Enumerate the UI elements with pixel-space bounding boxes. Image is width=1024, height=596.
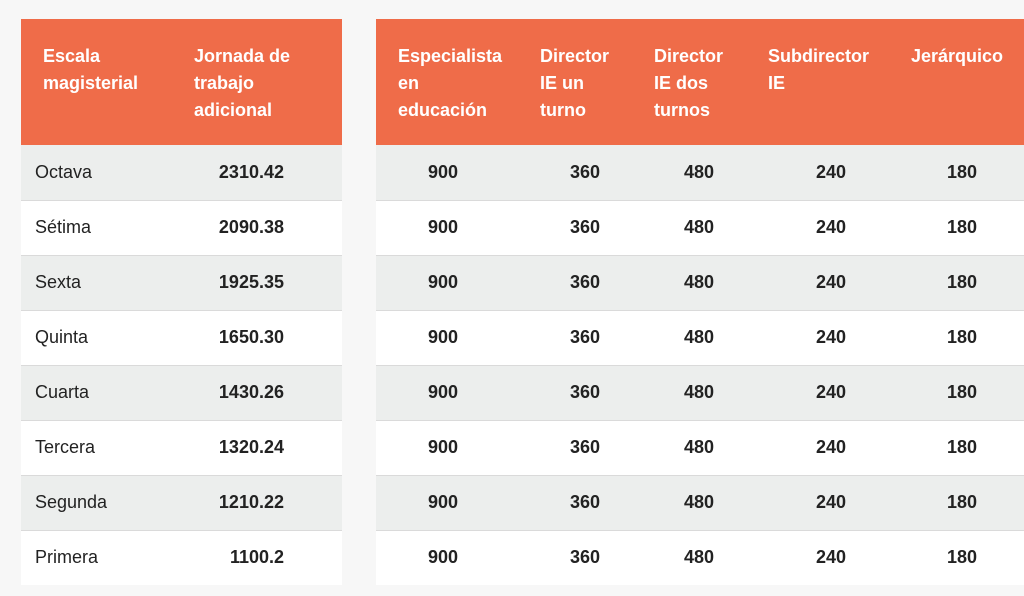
director-dos-turnos-cell: 480 <box>632 365 746 421</box>
table-row: 900 360 480 240 180 <box>376 365 1024 421</box>
director-dos-turnos-cell: 480 <box>632 200 746 256</box>
jerarquico-cell: 180 <box>889 475 1024 531</box>
director-un-turno-cell: 360 <box>518 365 632 421</box>
table-row: 900 360 480 240 180 <box>376 145 1024 201</box>
subdirector-cell: 240 <box>746 475 889 531</box>
jerarquico-cell: 180 <box>889 365 1024 421</box>
especialista-cell: 900 <box>376 310 518 366</box>
jerarquico-cell: 180 <box>889 255 1024 311</box>
jornada-cell: 2090.38 <box>172 200 342 256</box>
header-director-dos-turnos: Director IE dos turnos <box>632 19 746 145</box>
escala-cell: Primera <box>21 530 172 585</box>
director-un-turno-cell: 360 <box>518 530 632 585</box>
director-dos-turnos-cell: 480 <box>632 145 746 201</box>
jerarquico-cell: 180 <box>889 530 1024 585</box>
header-jerarquico: Jerárquico <box>889 19 1024 145</box>
table-row: 900 360 480 240 180 <box>376 310 1024 366</box>
cargo-table: Especialista en educación Director IE un… <box>376 19 1024 585</box>
especialista-cell: 900 <box>376 420 518 476</box>
table-row: Sétima 2090.38 <box>21 200 342 256</box>
header-row: Especialista en educación Director IE un… <box>376 19 1024 145</box>
table-row: Octava 2310.42 <box>21 145 342 201</box>
table-row: Tercera 1320.24 <box>21 420 342 476</box>
subdirector-cell: 240 <box>746 200 889 256</box>
table-row: 900 360 480 240 180 <box>376 200 1024 256</box>
header-especialista: Especialista en educación <box>376 19 518 145</box>
director-dos-turnos-cell: 480 <box>632 530 746 585</box>
jornada-cell: 1650.30 <box>172 310 342 366</box>
especialista-cell: 900 <box>376 475 518 531</box>
subdirector-cell: 240 <box>746 255 889 311</box>
table-row: 900 360 480 240 180 <box>376 530 1024 585</box>
director-dos-turnos-cell: 480 <box>632 475 746 531</box>
subdirector-cell: 240 <box>746 420 889 476</box>
director-un-turno-cell: 360 <box>518 200 632 256</box>
especialista-cell: 900 <box>376 200 518 256</box>
header-row: Escala magisterial Jornada de trabajo ad… <box>21 19 342 145</box>
director-un-turno-cell: 360 <box>518 255 632 311</box>
escala-cell: Octava <box>21 145 172 201</box>
subdirector-cell: 240 <box>746 530 889 585</box>
escala-cell: Quinta <box>21 310 172 366</box>
escala-table: Escala magisterial Jornada de trabajo ad… <box>21 19 342 585</box>
jornada-cell: 2310.42 <box>172 145 342 201</box>
jornada-cell: 1430.26 <box>172 365 342 421</box>
jerarquico-cell: 180 <box>889 145 1024 201</box>
table-row: 900 360 480 240 180 <box>376 475 1024 531</box>
table-row: 900 360 480 240 180 <box>376 255 1024 311</box>
escala-cell: Cuarta <box>21 365 172 421</box>
header-director-un-turno: Director IE un turno <box>518 19 632 145</box>
table-row: Quinta 1650.30 <box>21 310 342 366</box>
escala-cell: Segunda <box>21 475 172 531</box>
jerarquico-cell: 180 <box>889 200 1024 256</box>
table-row: 900 360 480 240 180 <box>376 420 1024 476</box>
director-un-turno-cell: 360 <box>518 475 632 531</box>
especialista-cell: 900 <box>376 530 518 585</box>
director-un-turno-cell: 360 <box>518 420 632 476</box>
header-jornada: Jornada de trabajo adicional <box>172 19 342 145</box>
jornada-cell: 1925.35 <box>172 255 342 311</box>
table-row: Sexta 1925.35 <box>21 255 342 311</box>
table-row: Primera 1100.2 <box>21 530 342 585</box>
jornada-cell: 1100.2 <box>172 530 342 585</box>
jornada-cell: 1320.24 <box>172 420 342 476</box>
especialista-cell: 900 <box>376 365 518 421</box>
jornada-cell: 1210.22 <box>172 475 342 531</box>
subdirector-cell: 240 <box>746 310 889 366</box>
director-un-turno-cell: 360 <box>518 145 632 201</box>
jerarquico-cell: 180 <box>889 310 1024 366</box>
director-un-turno-cell: 360 <box>518 310 632 366</box>
director-dos-turnos-cell: 480 <box>632 310 746 366</box>
director-dos-turnos-cell: 480 <box>632 255 746 311</box>
subdirector-cell: 240 <box>746 365 889 421</box>
escala-cell: Sexta <box>21 255 172 311</box>
header-escala: Escala magisterial <box>21 19 172 145</box>
especialista-cell: 900 <box>376 255 518 311</box>
table-row: Cuarta 1430.26 <box>21 365 342 421</box>
escala-cell: Tercera <box>21 420 172 476</box>
header-subdirector: Subdirector IE <box>746 19 889 145</box>
escala-cell: Sétima <box>21 200 172 256</box>
director-dos-turnos-cell: 480 <box>632 420 746 476</box>
subdirector-cell: 240 <box>746 145 889 201</box>
table-row: Segunda 1210.22 <box>21 475 342 531</box>
especialista-cell: 900 <box>376 145 518 201</box>
jerarquico-cell: 180 <box>889 420 1024 476</box>
